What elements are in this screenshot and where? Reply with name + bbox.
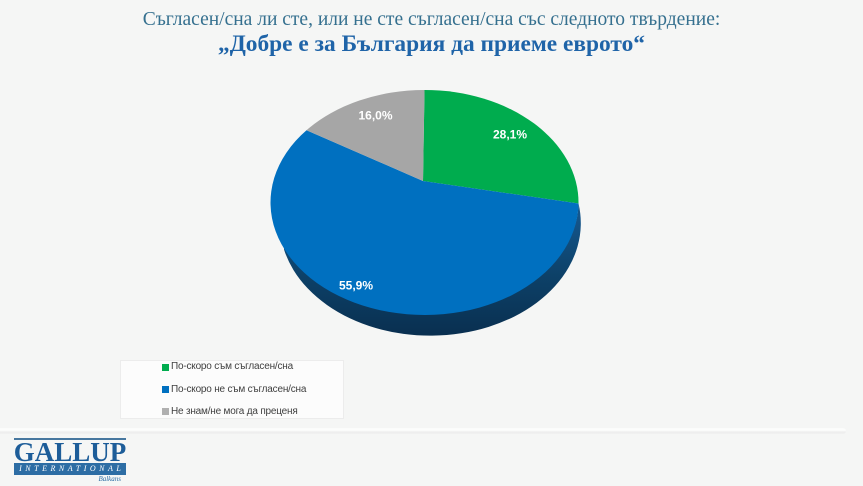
svg-text:55,9%: 55,9% — [339, 279, 373, 293]
svg-text:28,1%: 28,1% — [493, 128, 527, 142]
svg-text:16,0%: 16,0% — [358, 109, 392, 123]
